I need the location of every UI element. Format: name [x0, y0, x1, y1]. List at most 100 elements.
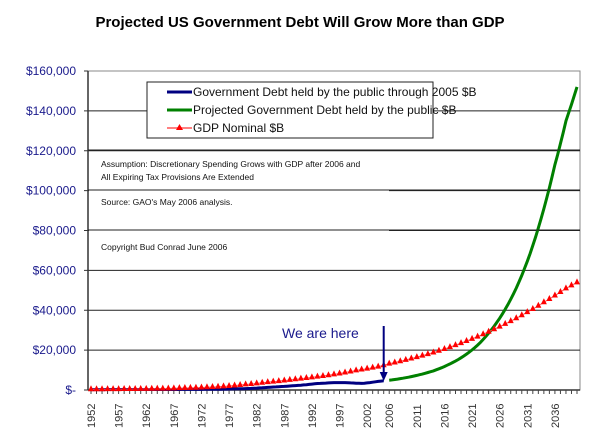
gdp-marker — [143, 384, 150, 391]
annotation-assumption-line2: All Expiring Tax Provisions Are Extended — [101, 172, 254, 182]
arrow-head — [379, 372, 388, 381]
gdp-marker — [496, 322, 503, 329]
gdp-marker — [452, 341, 459, 348]
y-tick-label: $40,000 — [33, 303, 77, 317]
y-tick-label: $60,000 — [33, 263, 77, 277]
x-tick-label: 2002 — [362, 404, 374, 428]
gdp-marker — [154, 384, 161, 391]
chart-title: Projected US Government Debt Will Grow M… — [95, 14, 505, 31]
gdp-marker — [546, 294, 553, 301]
y-tick-label: $160,000 — [26, 64, 76, 78]
gdp-marker — [286, 375, 293, 382]
gdp-marker — [369, 363, 376, 370]
gdp-marker — [248, 379, 255, 386]
gdp-marker — [198, 383, 205, 390]
gdp-marker — [176, 384, 183, 391]
gdp-marker — [220, 382, 227, 389]
gdp-marker — [209, 383, 216, 390]
annotation-source: Source: GAO's May 2006 analysis. — [101, 197, 233, 207]
gdp-marker — [391, 358, 398, 365]
gdp-marker — [364, 364, 371, 371]
gdp-marker — [562, 284, 569, 291]
y-tick-label: $- — [65, 383, 76, 397]
gdp-marker — [203, 383, 210, 390]
gdp-marker — [353, 366, 360, 373]
x-tick-label: 2016 — [439, 404, 451, 428]
gdp-marker — [308, 373, 315, 380]
gdp-marker — [480, 330, 487, 337]
gdp-marker — [314, 372, 321, 379]
y-axis: $- $20,000 $40,000 $60,000 $80,000 $100,000 $1… — [26, 64, 89, 397]
gdp-marker — [397, 357, 404, 364]
legend-marker-gdp — [176, 124, 183, 130]
gdp-marker — [270, 377, 277, 384]
gdp-marker — [215, 382, 222, 389]
gdp-marker — [93, 385, 100, 392]
gdp-marker — [551, 291, 558, 298]
gdp-marker — [325, 371, 332, 378]
we-are-here-label: We are here — [282, 325, 359, 341]
x-tick-label: 2006 — [384, 404, 396, 428]
series-group — [88, 86, 580, 392]
gdp-marker — [540, 298, 547, 305]
gdp-marker — [303, 374, 310, 381]
gdp-marker — [104, 385, 111, 392]
x-tick-label: 1997 — [335, 404, 347, 428]
x-tick-label: 2021 — [467, 404, 479, 428]
gdp-marker — [375, 362, 382, 369]
gdp-marker — [474, 332, 481, 339]
gdp-marker — [446, 343, 453, 350]
legend-label-gdp: GDP Nominal $B — [193, 121, 284, 135]
gdp-marker — [358, 365, 365, 372]
x-tick-label: 2026 — [495, 404, 507, 428]
gdp-marker — [331, 370, 337, 377]
gdp-marker — [419, 351, 426, 358]
gdp-marker — [121, 385, 128, 392]
annotation-assumption-line1: Assumption: Discretionary Spending Grows… — [101, 159, 360, 169]
gdp-marker — [336, 369, 343, 376]
gdp-marker — [463, 337, 470, 344]
y-tick-label: $140,000 — [26, 104, 76, 118]
gdp-marker — [242, 380, 249, 387]
gdp-marker — [99, 385, 106, 392]
gdp-marker — [264, 378, 271, 385]
gdp-marker — [170, 384, 177, 391]
x-tick-label: 2031 — [522, 404, 534, 428]
x-tick-label: 1977 — [224, 404, 236, 428]
gdp-marker — [319, 371, 326, 378]
gdp-marker — [126, 384, 133, 391]
gdp-marker — [259, 378, 266, 385]
gdp-marker — [137, 384, 144, 391]
gdp-marker — [524, 308, 531, 315]
gdp-marker — [231, 381, 238, 388]
gdp-marker — [226, 381, 233, 388]
gdp-marker — [441, 344, 448, 351]
series-line-projected — [389, 86, 579, 382]
gdp-marker — [275, 377, 282, 384]
y-tick-label: $100,000 — [26, 184, 76, 198]
x-tick-label: 1952 — [86, 404, 98, 428]
x-tick-label: 1957 — [114, 404, 126, 428]
gdp-marker — [491, 325, 498, 332]
gdp-marker — [347, 367, 354, 374]
gdp-marker — [237, 380, 244, 387]
gdp-marker — [132, 384, 139, 391]
gdp-marker — [408, 354, 415, 361]
y-tick-label: $80,000 — [33, 224, 77, 238]
gdp-marker — [148, 384, 155, 391]
gdp-marker — [430, 348, 437, 355]
legend-box — [146, 81, 434, 139]
gdp-marker — [502, 319, 509, 326]
gdp-marker — [292, 375, 299, 382]
gdp-marker — [458, 339, 465, 346]
gdp-marker — [435, 346, 442, 353]
x-tick-label: 1972 — [196, 404, 208, 428]
gdp-marker — [413, 353, 420, 360]
gdp-marker — [192, 383, 199, 390]
we-are-here-arrow — [379, 326, 388, 381]
x-tick-label: 1987 — [279, 404, 291, 428]
x-tick-label: 1962 — [141, 404, 153, 428]
gdp-marker — [469, 334, 476, 341]
x-axis: 1952 1957 1962 1967 1972 1977 1982 1987 1992 1997… — [86, 389, 580, 428]
